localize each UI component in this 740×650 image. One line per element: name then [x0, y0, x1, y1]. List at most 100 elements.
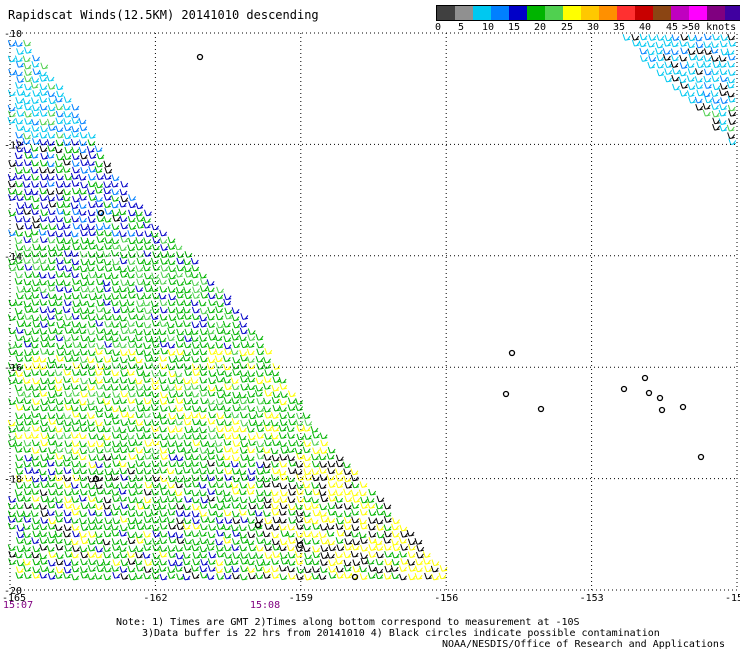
wind-barb	[176, 257, 185, 265]
wind-barb	[262, 419, 271, 427]
wind-barb	[30, 151, 39, 159]
wind-barb	[359, 537, 368, 544]
wind-barb	[39, 390, 48, 397]
wind-barb	[231, 314, 240, 322]
wind-barb	[71, 424, 80, 432]
wind-barb	[152, 538, 160, 545]
wind-barb	[158, 278, 167, 285]
wind-barb	[262, 530, 271, 538]
wind-barb	[159, 237, 168, 244]
wind-barb	[111, 468, 120, 475]
wind-barb	[127, 537, 136, 545]
wind-barb	[240, 354, 248, 362]
wind-barb	[62, 158, 71, 166]
wind-barb	[31, 460, 40, 467]
wind-barb	[119, 271, 128, 278]
wind-barb	[182, 558, 191, 566]
wind-barb	[272, 363, 281, 370]
wind-barb	[152, 251, 161, 259]
wind-barb	[111, 174, 120, 182]
wind-barb	[95, 356, 103, 363]
wind-barb	[174, 496, 183, 503]
wind-barb	[22, 558, 31, 566]
wind-barb	[319, 503, 328, 511]
wind-barb	[79, 341, 88, 349]
wind-barb	[144, 285, 152, 293]
wind-barb	[303, 433, 312, 440]
wind-barb	[40, 62, 49, 70]
wind-barb	[79, 481, 88, 489]
wind-barb	[296, 425, 305, 432]
wind-barb	[78, 453, 87, 461]
wind-barb	[38, 383, 47, 391]
wind-barb	[14, 55, 23, 63]
wind-barb	[286, 544, 295, 552]
wind-barb	[79, 447, 88, 455]
wind-barb	[327, 489, 336, 496]
wind-barb	[238, 524, 247, 532]
wind-barb	[103, 573, 112, 581]
wind-barb	[152, 474, 161, 482]
wind-barb	[183, 439, 192, 447]
wind-barb	[158, 292, 167, 300]
wind-barb	[22, 55, 31, 63]
wind-barb	[95, 517, 103, 524]
wind-barb	[32, 320, 41, 328]
wind-barb	[87, 565, 96, 572]
wind-barb	[168, 454, 177, 461]
wind-barb	[87, 538, 96, 545]
wind-barb	[712, 123, 720, 131]
wind-barb	[720, 48, 729, 56]
wind-barb	[54, 328, 63, 335]
legend-label: 40	[638, 22, 652, 33]
wind-barb	[8, 160, 17, 168]
wind-barb	[159, 467, 168, 474]
wind-barb	[167, 341, 176, 349]
wind-barb	[54, 95, 63, 103]
wind-barb	[184, 453, 193, 461]
island-marker	[697, 453, 705, 461]
island-marker	[254, 521, 262, 529]
wind-barb	[24, 454, 33, 462]
wind-barb	[110, 453, 119, 460]
wind-barb	[670, 48, 679, 56]
wind-barb	[199, 384, 208, 392]
wind-barb	[87, 139, 96, 146]
wind-barb	[14, 334, 23, 341]
wind-barb	[215, 348, 223, 356]
wind-barb	[231, 565, 240, 573]
wind-barb	[656, 34, 665, 41]
wind-barb	[167, 566, 176, 574]
wind-barb	[40, 454, 49, 462]
wind-barb	[142, 552, 151, 559]
wind-barb	[95, 487, 104, 495]
wind-barb	[166, 467, 175, 475]
wind-barb	[167, 432, 176, 440]
wind-barb	[216, 573, 225, 580]
wind-barb	[183, 299, 192, 307]
wind-barb	[295, 503, 303, 510]
wind-barb	[343, 475, 352, 483]
wind-barb	[343, 564, 352, 572]
wind-barb	[151, 460, 160, 468]
wind-barb	[720, 34, 729, 41]
wind-barb	[175, 531, 184, 539]
wind-barb	[126, 306, 135, 313]
wind-barb	[15, 419, 24, 426]
wind-barb	[62, 376, 71, 383]
wind-barb	[200, 558, 209, 566]
wind-barb	[48, 531, 57, 539]
wind-barb	[14, 439, 23, 447]
wind-barb	[87, 132, 96, 139]
wind-barb	[14, 515, 23, 523]
wind-barb	[118, 545, 127, 552]
wind-barb	[62, 460, 71, 467]
wind-barb	[239, 349, 248, 357]
wind-barb	[136, 369, 144, 377]
wind-barb	[136, 405, 145, 412]
wind-barb	[272, 404, 281, 412]
wind-barb	[247, 405, 256, 412]
wind-barb	[47, 573, 56, 580]
legend-label: 20	[533, 22, 547, 33]
wind-barb	[264, 544, 272, 552]
